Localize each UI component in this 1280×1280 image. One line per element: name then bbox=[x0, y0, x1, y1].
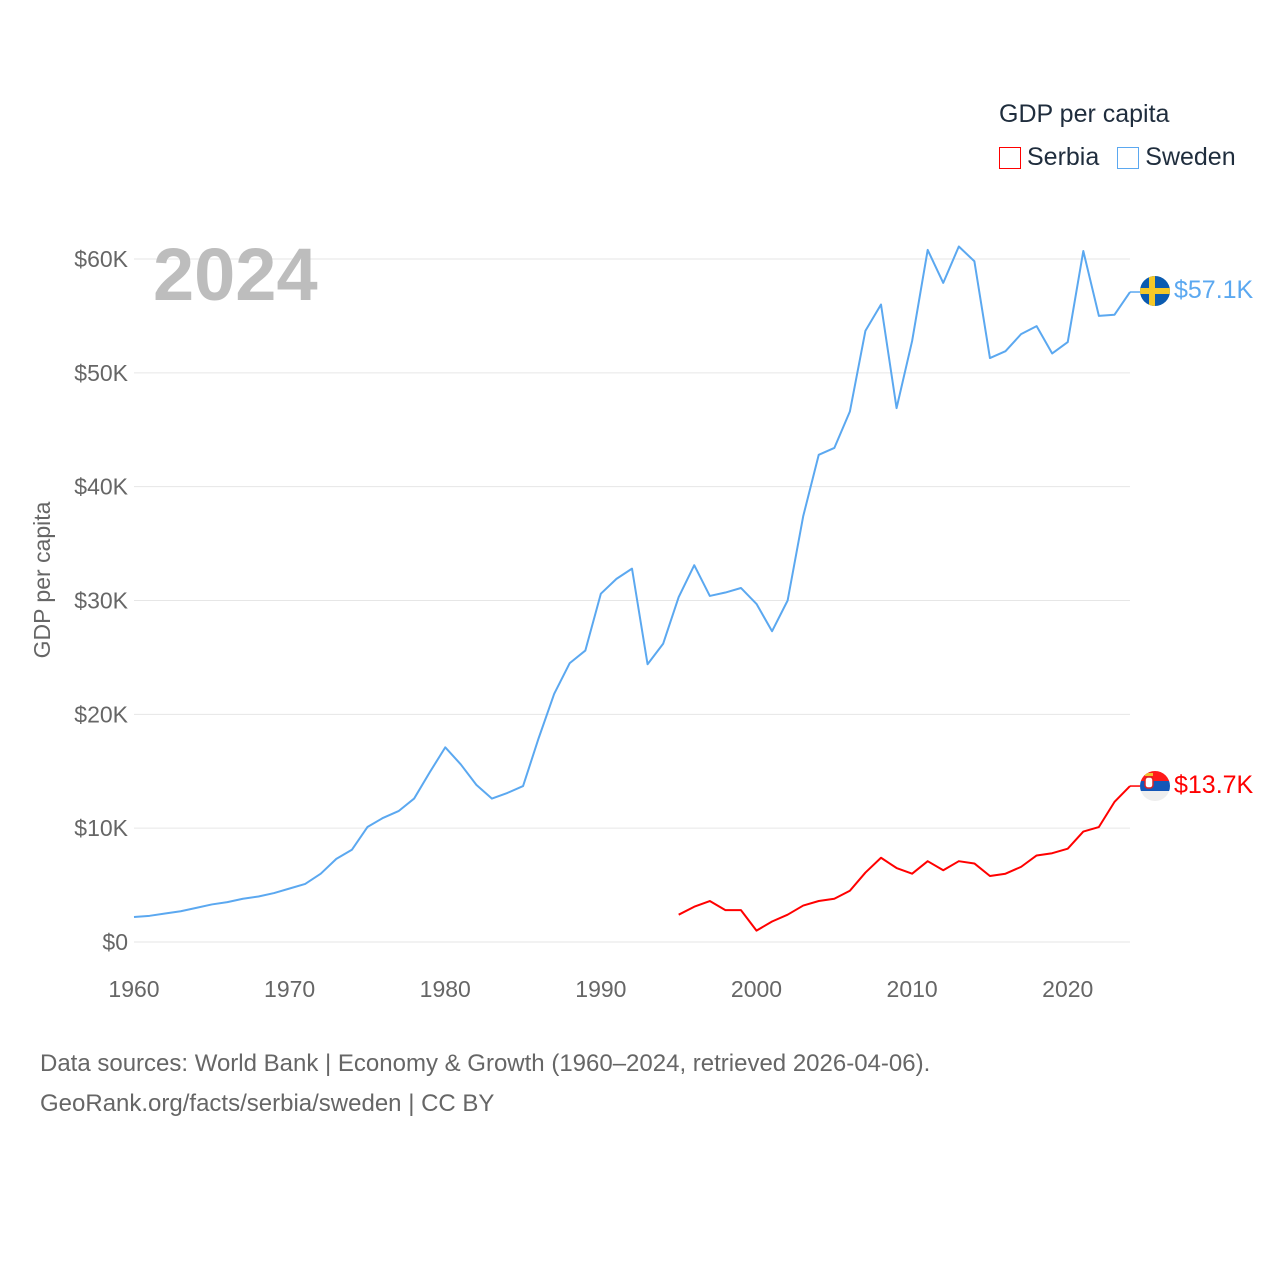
x-tick-label: 1970 bbox=[264, 976, 315, 1002]
x-tick-label: 2020 bbox=[1042, 976, 1093, 1002]
y-tick-label: $30K bbox=[74, 588, 128, 614]
attribution: GeoRank.org/facts/serbia/sweden | CC BY bbox=[40, 1090, 495, 1117]
legend-swatch-serbia bbox=[999, 146, 1021, 169]
legend-item-serbia[interactable]: Serbia bbox=[999, 143, 1099, 172]
x-tick-label: 1960 bbox=[108, 976, 159, 1002]
end-label-sweden: $57.1K bbox=[1174, 276, 1254, 304]
x-tick-label: 2000 bbox=[731, 976, 782, 1002]
legend: Serbia Sweden bbox=[999, 143, 1236, 172]
legend-title: GDP per capita bbox=[999, 100, 1170, 128]
year-label: 2024 bbox=[153, 233, 318, 316]
y-tick-label: $50K bbox=[74, 360, 128, 386]
end-label-serbia: $13.7K bbox=[1174, 771, 1254, 799]
series-line-sweden bbox=[133, 245, 1131, 918]
y-tick-label: $10K bbox=[74, 815, 128, 841]
sweden-flag-icon bbox=[1140, 276, 1170, 306]
y-tick-label: $40K bbox=[74, 474, 128, 500]
legend-label-sweden: Sweden bbox=[1145, 143, 1236, 171]
legend-swatch-sweden bbox=[1117, 146, 1140, 169]
legend-label-serbia: Serbia bbox=[1027, 143, 1100, 171]
y-tick-label: $20K bbox=[74, 701, 128, 727]
series-line-serbia bbox=[678, 785, 1131, 932]
x-tick-label: 1990 bbox=[575, 976, 626, 1002]
y-tick-label: $60K bbox=[74, 246, 128, 272]
x-tick-label: 2010 bbox=[887, 976, 938, 1002]
y-tick-label: $0 bbox=[102, 929, 128, 955]
footer: Data sources: World Bank | Economy & Gro… bbox=[40, 1044, 930, 1124]
serbia-flag-icon bbox=[1140, 771, 1170, 801]
data-sources: Data sources: World Bank | Economy & Gro… bbox=[40, 1050, 931, 1077]
y-axis-label: GDP per capita bbox=[29, 501, 55, 658]
x-tick-label: 1980 bbox=[420, 976, 471, 1002]
legend-item-sweden[interactable]: Sweden bbox=[1117, 143, 1236, 172]
